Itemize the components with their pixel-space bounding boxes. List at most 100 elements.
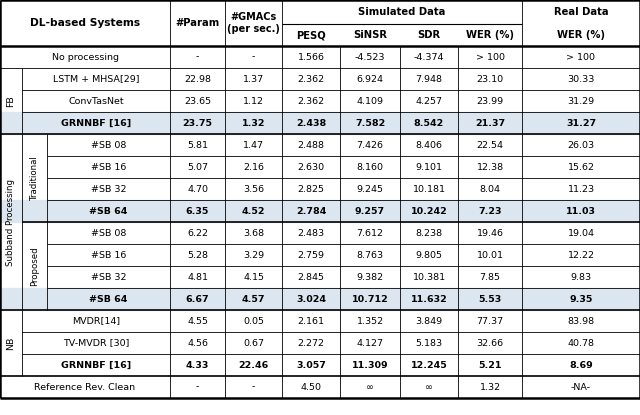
Text: 19.04: 19.04 [568,229,595,237]
Text: SDR: SDR [417,30,440,40]
Text: 30.33: 30.33 [567,75,595,83]
Text: 1.47: 1.47 [243,141,264,149]
Text: 10.242: 10.242 [411,207,447,215]
Text: 2.161: 2.161 [298,317,324,325]
Text: 7.85: 7.85 [479,273,500,281]
Text: FB: FB [6,95,15,107]
Text: 6.924: 6.924 [356,75,383,83]
Text: -4.523: -4.523 [355,53,385,61]
Text: -: - [252,383,255,391]
Text: 10.01: 10.01 [477,251,504,259]
Text: 7.426: 7.426 [356,141,383,149]
Text: -4.374: -4.374 [413,53,444,61]
Text: #SB 08: #SB 08 [91,141,126,149]
Text: > 100: > 100 [476,53,504,61]
Text: 22.54: 22.54 [477,141,504,149]
Text: 1.352: 1.352 [356,317,383,325]
Text: 4.127: 4.127 [356,339,383,347]
Text: 2.16: 2.16 [243,163,264,171]
Text: NB: NB [6,336,15,350]
Text: 23.99: 23.99 [476,97,504,105]
Text: TV-MVDR [30]: TV-MVDR [30] [63,339,129,347]
Text: 4.57: 4.57 [242,295,265,303]
Text: 4.56: 4.56 [187,339,208,347]
Text: 10.181: 10.181 [413,185,445,193]
Text: 3.56: 3.56 [243,185,264,193]
Text: MVDR[14]: MVDR[14] [72,317,120,325]
Text: Proposed: Proposed [30,246,39,286]
Text: 2.630: 2.630 [298,163,324,171]
Text: WER (%): WER (%) [557,30,605,40]
Text: SiNSR: SiNSR [353,30,387,40]
Text: 11.632: 11.632 [411,295,447,303]
Text: Real Data: Real Data [554,7,608,17]
Text: 8.04: 8.04 [479,185,500,193]
Text: 8.406: 8.406 [415,141,442,149]
Text: #SB 08: #SB 08 [91,229,126,237]
Text: 9.35: 9.35 [570,295,593,303]
Text: 1.32: 1.32 [242,119,265,127]
Text: 19.46: 19.46 [477,229,504,237]
Text: GRNNBF [16]: GRNNBF [16] [61,119,131,127]
Text: 22.98: 22.98 [184,75,211,83]
Text: 3.68: 3.68 [243,229,264,237]
Text: 1.12: 1.12 [243,97,264,105]
Text: 12.22: 12.22 [568,251,595,259]
Text: 2.759: 2.759 [298,251,324,259]
Text: 4.52: 4.52 [242,207,265,215]
Text: 7.23: 7.23 [478,207,502,215]
Text: 10.381: 10.381 [412,273,445,281]
Text: 3.849: 3.849 [415,317,443,325]
Text: 8.763: 8.763 [356,251,383,259]
Text: 2.488: 2.488 [298,141,324,149]
Text: 2.483: 2.483 [298,229,324,237]
Text: 1.32: 1.32 [479,383,500,391]
Text: #SB 16: #SB 16 [91,163,126,171]
Text: 22.46: 22.46 [238,361,269,369]
Text: 1.566: 1.566 [298,53,324,61]
Text: 4.33: 4.33 [186,361,209,369]
Text: 7.948: 7.948 [415,75,442,83]
Text: GRNNBF [16]: GRNNBF [16] [61,361,131,369]
Text: 9.101: 9.101 [415,163,442,171]
Text: -NA-: -NA- [571,383,591,391]
Text: 5.53: 5.53 [478,295,502,303]
Text: 3.024: 3.024 [296,295,326,303]
Text: 31.27: 31.27 [566,119,596,127]
Text: 15.62: 15.62 [568,163,595,171]
Text: ∞: ∞ [366,383,374,391]
Bar [0,112,640,134]
Text: No processing: No processing [51,53,118,61]
Text: 9.257: 9.257 [355,207,385,215]
Text: Simulated Data: Simulated Data [358,7,445,17]
Text: 6.22: 6.22 [187,229,208,237]
Text: 4.55: 4.55 [187,317,208,325]
Text: 8.238: 8.238 [415,229,443,237]
Text: 8.160: 8.160 [356,163,383,171]
Text: 23.10: 23.10 [476,75,504,83]
Text: 2.825: 2.825 [298,185,324,193]
Text: 21.37: 21.37 [475,119,505,127]
Text: 2.438: 2.438 [296,119,326,127]
Text: DL-based Systems: DL-based Systems [30,18,140,28]
Text: WER (%): WER (%) [466,30,514,40]
Text: 40.78: 40.78 [568,339,595,347]
Text: 11.03: 11.03 [566,207,596,215]
Text: 2.362: 2.362 [298,97,324,105]
Text: #SB 64: #SB 64 [90,295,128,303]
Text: Subband Processing: Subband Processing [6,178,15,266]
Text: 8.69: 8.69 [569,361,593,369]
Text: 83.98: 83.98 [568,317,595,325]
Text: 7.612: 7.612 [356,229,383,237]
Text: -: - [252,53,255,61]
Text: -: - [196,383,199,391]
Text: 5.183: 5.183 [415,339,443,347]
Text: 4.81: 4.81 [187,273,208,281]
Text: 5.21: 5.21 [478,361,502,369]
Text: LSTM + MHSA[29]: LSTM + MHSA[29] [52,75,140,83]
Bar [0,200,640,222]
Text: 4.15: 4.15 [243,273,264,281]
Text: 4.257: 4.257 [415,97,442,105]
Text: #SB 64: #SB 64 [90,207,128,215]
Text: 2.784: 2.784 [296,207,326,215]
